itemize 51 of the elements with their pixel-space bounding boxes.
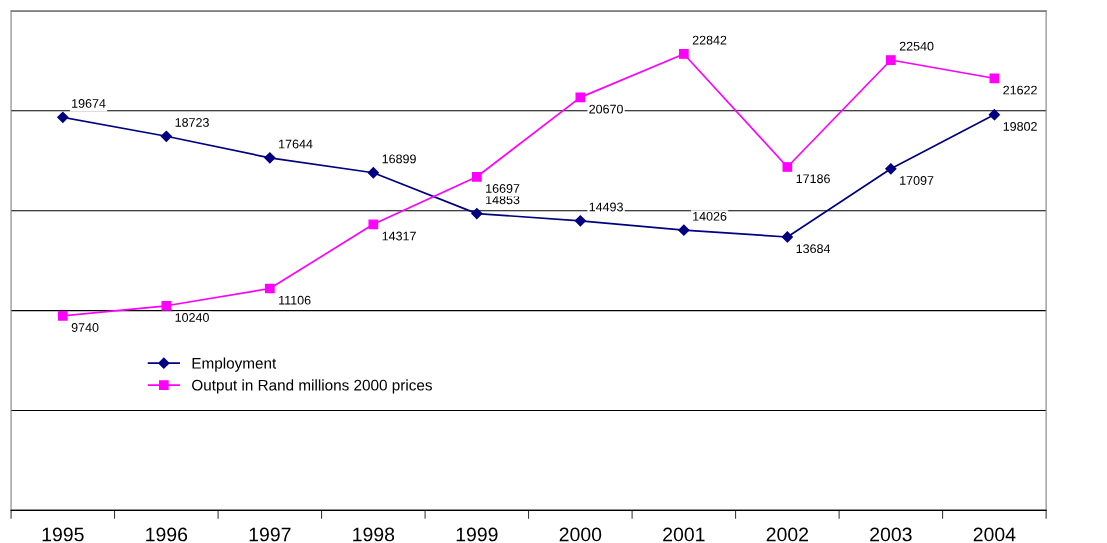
data-label: 10240 — [175, 313, 209, 322]
point — [57, 310, 68, 321]
data-label: 22842 — [692, 35, 727, 45]
data-label: 22540 — [899, 41, 934, 51]
data-label: 16697 — [486, 184, 520, 193]
point — [678, 224, 690, 236]
point — [367, 167, 379, 179]
data-label: 14026 — [693, 211, 727, 221]
data-label: 17644 — [279, 139, 313, 149]
x-tick-label: 1997 — [249, 527, 291, 542]
point — [471, 171, 482, 182]
data-label: 17186 — [796, 174, 830, 184]
point — [574, 215, 586, 227]
data-label: 20670 — [589, 104, 623, 114]
point — [782, 162, 793, 172]
data-label: 16899 — [382, 154, 416, 164]
data-label: 14493 — [589, 202, 623, 212]
point — [161, 300, 172, 311]
x-tick-label: 1996 — [146, 527, 188, 542]
point — [988, 109, 1000, 121]
x-tick-label: 2002 — [766, 527, 809, 542]
point — [575, 92, 586, 103]
data-label: 19802 — [1003, 122, 1037, 131]
point — [885, 55, 896, 65]
data-label: 14317 — [382, 231, 416, 241]
data-label: 17097 — [900, 176, 934, 185]
point — [264, 152, 276, 164]
x-tick-label: 2001 — [663, 527, 705, 542]
point — [368, 219, 379, 230]
data-label: 9740 — [71, 323, 99, 332]
x-tick-label: 2003 — [870, 527, 912, 542]
x-tick-label: 1998 — [353, 527, 395, 542]
point — [57, 111, 69, 123]
data-label: 19674 — [72, 99, 106, 108]
point — [160, 130, 172, 142]
data-label: 11106 — [279, 295, 311, 305]
point — [264, 283, 275, 294]
x-tick-label: 2004 — [973, 527, 1016, 542]
point — [781, 231, 793, 243]
x-tick-label: 1995 — [42, 527, 84, 542]
x-tick-label: 1999 — [456, 527, 498, 542]
x-tick-label: 2000 — [559, 527, 602, 542]
legend-label: Output in Rand millions 2000 prices — [192, 379, 432, 394]
point — [989, 73, 1000, 84]
data-label: 18723 — [175, 118, 209, 127]
data-label: 21622 — [1003, 85, 1037, 95]
point — [678, 49, 689, 59]
point — [885, 163, 897, 175]
legend-label: Employment — [192, 357, 277, 372]
point — [471, 208, 483, 220]
data-label: 13684 — [796, 244, 831, 254]
